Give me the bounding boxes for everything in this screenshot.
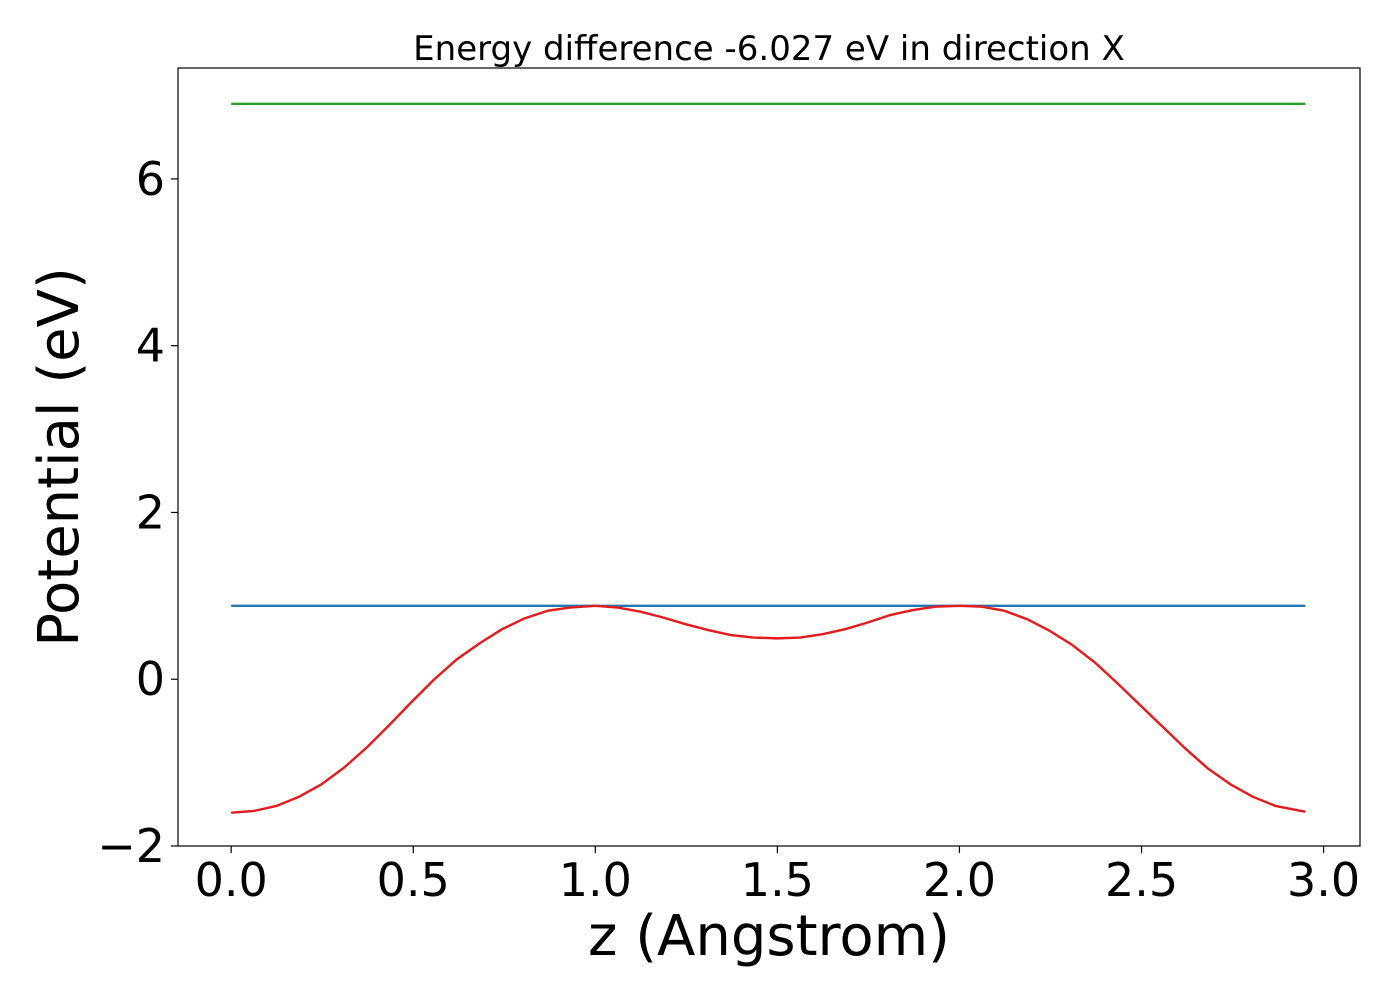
x-tick-label: 1.0 (559, 853, 632, 907)
y-tick-label: 6 (136, 152, 165, 206)
y-tick-label: 4 (136, 319, 165, 373)
y-axis-label: Potential (eV) (27, 267, 92, 647)
x-tick-label: 0.0 (195, 853, 268, 907)
x-tick-label: 3.0 (1287, 853, 1360, 907)
x-tick-label: 1.5 (741, 853, 814, 907)
axis-ticks: 0.0 0.5 1.0 1.5 2.0 2.5 3.0 −2 0 2 4 6 (97, 152, 1360, 907)
series-line-2 (231, 604, 1306, 814)
plot-frame (177, 67, 1361, 847)
x-tick-label: 2.5 (1105, 853, 1178, 907)
x-tick-label: 0.5 (377, 853, 450, 907)
y-tick-label: 0 (136, 652, 165, 706)
x-axis-label: z (Angstrom) (588, 904, 950, 969)
chart-title: Energy difference -6.027 eV in direction… (413, 29, 1125, 69)
plot-area (231, 102, 1306, 814)
y-tick-label: 2 (136, 485, 165, 539)
x-tick-label: 2.0 (923, 853, 996, 907)
y-tick-label: −2 (97, 819, 165, 873)
